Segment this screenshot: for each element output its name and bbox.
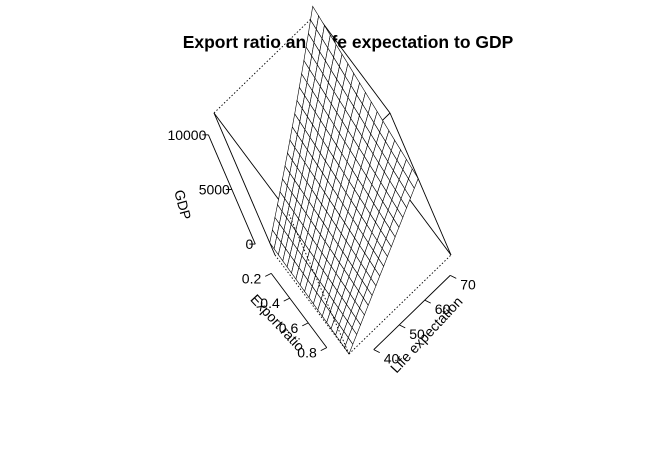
y-tick <box>373 349 380 354</box>
chart-title: Export ratio and life expectation to GDP <box>183 32 514 52</box>
z-tick-label: 0 <box>246 236 254 252</box>
box-edge <box>213 13 317 114</box>
x-tick-label: 0.8 <box>297 345 317 361</box>
box-edge <box>213 112 289 213</box>
box-front-edges <box>213 112 452 355</box>
y-tick <box>450 274 457 279</box>
box-edge <box>389 112 452 256</box>
box-edge <box>348 254 452 355</box>
box-edge <box>315 13 391 114</box>
y-tick-label: 70 <box>460 276 476 292</box>
x-tick-label: 0.4 <box>260 295 280 311</box>
x-tick-label: 0.2 <box>242 270 262 286</box>
box-edge <box>287 211 350 355</box>
y-tick-label: 60 <box>435 301 451 317</box>
x-tick <box>283 297 290 302</box>
surface-mesh <box>269 5 419 355</box>
y-tick-label: 50 <box>409 326 425 342</box>
x-tick <box>320 347 327 352</box>
box-edge <box>213 112 276 256</box>
y-tick <box>399 324 406 329</box>
x-tick <box>265 272 272 277</box>
z-axis-label: GDP <box>171 188 194 221</box>
y-axis-label: Life expectation <box>387 293 466 376</box>
x-axis-line <box>270 273 328 348</box>
surface-facet <box>344 337 354 355</box>
y-tick-label: 40 <box>384 351 400 367</box>
x-tick <box>302 322 309 327</box>
y-tick <box>424 299 431 304</box>
y-axis-line <box>373 275 451 350</box>
z-tick-label: 10000 <box>167 127 206 143</box>
x-tick-label: 0.6 <box>279 320 299 336</box>
z-tick-label: 5000 <box>199 181 230 197</box>
